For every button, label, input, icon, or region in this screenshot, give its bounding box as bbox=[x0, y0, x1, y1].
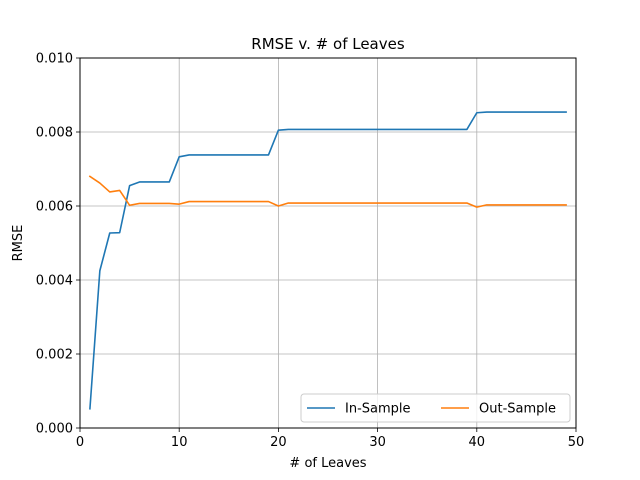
x-tick-label: 30 bbox=[369, 435, 386, 450]
x-tick-label: 20 bbox=[270, 435, 287, 450]
plot-frame bbox=[79, 57, 577, 429]
x-tick-label: 50 bbox=[568, 435, 585, 450]
x-tick-label: 10 bbox=[171, 435, 188, 450]
series-layer bbox=[88, 111, 567, 410]
legend: In-Sample Out-Sample bbox=[300, 393, 571, 423]
series-line-in-sample bbox=[89, 111, 567, 410]
chart-title: RMSE v. # of Leaves bbox=[251, 35, 405, 53]
x-tick-label: 40 bbox=[469, 435, 486, 450]
y-axis-label: RMSE bbox=[11, 225, 26, 262]
y-tick-label: 0.006 bbox=[36, 200, 73, 215]
grid bbox=[79, 57, 577, 429]
x-axis: 0 10 20 30 40 50 bbox=[76, 428, 584, 450]
y-axis: 0.000 0.002 0.004 0.006 0.008 0.010 bbox=[36, 52, 80, 437]
legend-box bbox=[300, 393, 571, 423]
series-line-out-sample bbox=[88, 175, 567, 208]
x-axis-label: # of Leaves bbox=[289, 456, 366, 471]
y-tick-label: 0.000 bbox=[36, 422, 73, 437]
x-tick-label: 0 bbox=[76, 435, 84, 450]
y-tick-label: 0.008 bbox=[36, 126, 73, 141]
legend-label-out-sample: Out-Sample bbox=[479, 402, 556, 417]
legend-label-in-sample: In-Sample bbox=[345, 402, 411, 417]
y-tick-label: 0.004 bbox=[36, 274, 73, 289]
y-tick-label: 0.010 bbox=[36, 52, 73, 67]
y-tick-label: 0.002 bbox=[36, 348, 73, 363]
